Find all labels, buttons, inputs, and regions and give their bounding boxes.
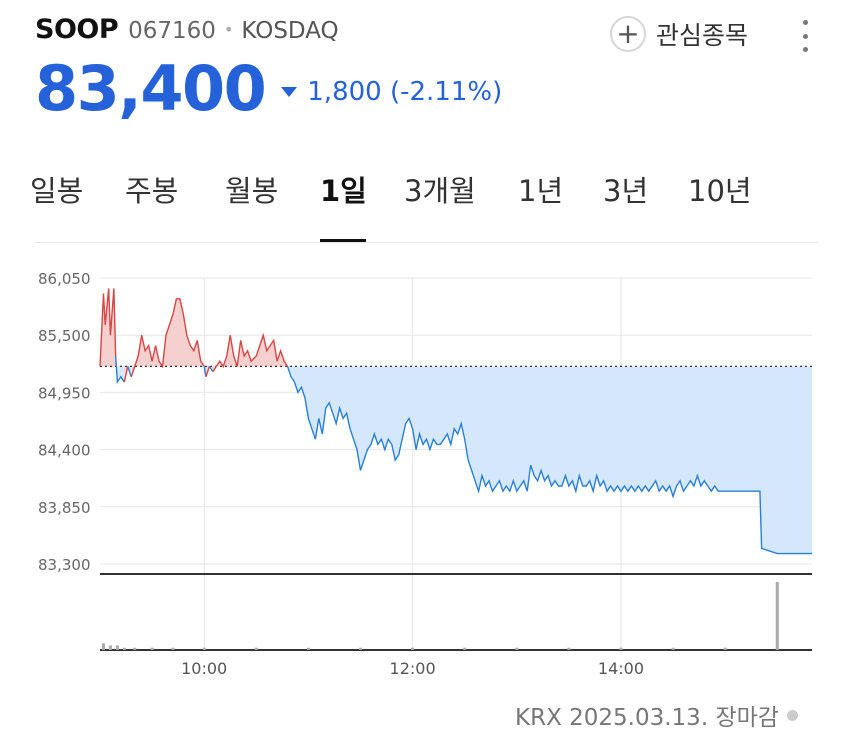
volume-bar	[122, 647, 126, 650]
price-line-up	[205, 366, 211, 378]
stock-market: KOSDAQ	[241, 18, 339, 44]
volume-bar	[723, 647, 727, 650]
volume-bar	[619, 647, 623, 650]
x-tick-label: 14:00	[598, 659, 644, 678]
volume-bar	[254, 647, 258, 650]
plus-icon: +	[610, 16, 646, 52]
price-line-down	[286, 366, 812, 555]
volume-bar	[306, 647, 310, 650]
market-status: KRX 2025.03.13. 장마감	[515, 698, 798, 732]
y-tick-label: 83,850	[38, 499, 91, 517]
volume-bar	[358, 647, 362, 650]
intraday-chart[interactable]: 86,050 85,500 84,950 84,400 83,850 83,300 10:0…	[0, 255, 850, 685]
price-line-up	[99, 288, 117, 367]
tab-3months[interactable]: 3개월	[404, 174, 476, 208]
volume-bar	[133, 647, 137, 650]
more-options-icon[interactable]	[798, 20, 812, 52]
volume-bar	[171, 647, 175, 650]
tab-daily[interactable]: 일봉	[30, 174, 84, 208]
active-tab-indicator	[320, 239, 366, 242]
volume-bar	[515, 647, 519, 650]
y-tick-label: 84,950	[38, 384, 91, 402]
volume-bar	[411, 647, 415, 650]
tab-1day[interactable]: 1일	[320, 174, 367, 208]
tab-weekly[interactable]: 주봉	[125, 174, 179, 208]
down-arrow-icon	[281, 87, 298, 97]
watchlist-label: 관심종목	[656, 21, 749, 50]
price-line-up	[123, 366, 129, 383]
price-line-down	[127, 366, 132, 378]
price-line-down	[114, 355, 125, 385]
y-tick-label: 86,050	[38, 270, 91, 288]
up-area	[131, 298, 205, 377]
price-line-up	[130, 298, 205, 378]
y-tick-label: 83,300	[38, 556, 91, 574]
tab-divider	[35, 242, 818, 243]
down-area	[287, 366, 812, 554]
stock-name: SOOP	[35, 14, 119, 45]
x-tick-label: 10:00	[181, 659, 227, 678]
tab-1year[interactable]: 1년	[518, 174, 564, 208]
separator-dot: •	[223, 20, 234, 39]
stock-code: 067160	[128, 18, 216, 44]
volume-bar	[463, 647, 467, 650]
volume-bar	[115, 645, 119, 650]
volume-bar	[108, 645, 112, 650]
tab-3years[interactable]: 3년	[603, 174, 649, 208]
market-status-text: KRX 2025.03.13. 장마감	[515, 705, 779, 731]
price-line-down	[208, 366, 214, 372]
tab-monthly[interactable]: 월봉	[225, 174, 279, 208]
price-line-down	[203, 366, 207, 377]
price-change: 1,800 (-2.11%)	[307, 77, 503, 107]
volume-bar	[671, 647, 675, 650]
volume-bar	[567, 647, 571, 650]
volume-bar	[150, 647, 154, 650]
down-area	[115, 356, 125, 382]
current-price: 83,400	[35, 52, 267, 125]
price-line-up	[212, 332, 289, 372]
volume-bar	[775, 582, 779, 650]
volume-bar	[202, 647, 206, 650]
period-tabs: 일봉 주봉 월봉 1일 3개월 1년 3년 10년	[0, 168, 850, 242]
price-row: 83,400 1,800 (-2.11%)	[35, 58, 502, 120]
x-tick-label: 12:00	[390, 659, 436, 678]
stock-header: SOOP 067160 • KOSDAQ	[35, 14, 339, 45]
volume-bar	[101, 643, 105, 650]
status-dot-icon	[786, 709, 798, 721]
y-tick-label: 85,500	[38, 327, 91, 345]
tab-10years[interactable]: 10년	[688, 174, 752, 208]
y-tick-label: 84,400	[38, 442, 91, 460]
add-watchlist-button[interactable]: + 관심종목	[610, 16, 748, 52]
